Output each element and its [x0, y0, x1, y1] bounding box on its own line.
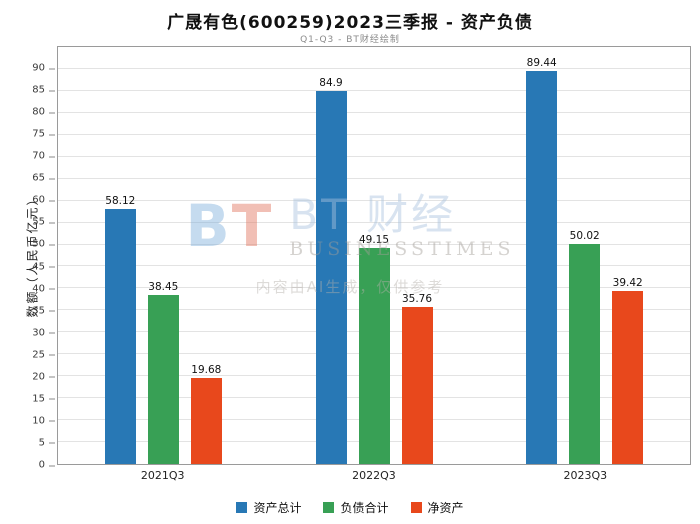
x-axis-label: 2022Q3 [352, 469, 396, 482]
bar-value-label: 89.44 [526, 57, 557, 70]
legend-label: 负债合计 [340, 501, 389, 515]
bar-wrap: 49.15 [358, 47, 390, 464]
bar-净资产 [612, 290, 644, 464]
y-tick-label: 40 [32, 283, 55, 295]
y-tick-label: 25 [32, 349, 55, 361]
gridline [58, 155, 690, 157]
bar-资产总计 [315, 91, 347, 464]
gridline [58, 133, 690, 135]
y-tick-label: 35 [32, 305, 55, 317]
bar-value-label: 50.02 [569, 230, 600, 243]
bar-资产总计 [526, 71, 558, 464]
gridline [58, 111, 690, 113]
chart-subtitle: Q1-Q3 - BT财经绘制 [300, 35, 400, 45]
bar-负债合计 [147, 295, 179, 464]
gridline [58, 221, 690, 223]
y-tick-label: 75 [32, 128, 55, 140]
bar-wrap: 58.12 [104, 47, 136, 464]
y-tick-label: 90 [32, 62, 55, 74]
bar-净资产 [401, 307, 433, 464]
legend-label: 资产总计 [253, 501, 302, 515]
bar-wrap: 19.68 [190, 47, 222, 464]
legend: 资产总计 负债合计 净资产 [0, 499, 700, 516]
bar-group: 84.9 49.15 35.76 [269, 47, 480, 464]
x-axis-labels: 2021Q3 2022Q3 2023Q3 [57, 469, 691, 482]
gridline [58, 67, 690, 69]
bar-groups: 58.12 38.45 19.68 84.9 49.15 35.76 89.44 50.02 3… [58, 47, 690, 464]
gridline [58, 243, 690, 245]
y-tick-label: 55 [32, 216, 55, 228]
legend-swatch-icon [323, 502, 335, 513]
legend-item: 负债合计 [323, 499, 389, 516]
legend-item: 资产总计 [236, 499, 301, 516]
x-axis-label: 2021Q3 [140, 469, 185, 482]
y-tick-label: 10 [32, 415, 55, 427]
plot-area: 58.12 38.45 19.68 84.9 49.15 35.76 89.44 50.02 3… [57, 46, 691, 465]
y-tick-label: 0 [38, 459, 57, 471]
bar-value-label: 35.76 [401, 293, 433, 306]
y-tick-label: 85 [32, 84, 55, 96]
gridline [58, 199, 690, 201]
bar-wrap: 84.9 [315, 47, 347, 464]
y-tick-label: 70 [32, 150, 55, 162]
bar-value-label: 19.68 [191, 363, 222, 376]
bar-group: 89.44 50.02 39.42 [479, 47, 690, 464]
bar-净资产 [190, 377, 222, 464]
bar-value-label: 49.15 [358, 234, 390, 247]
bar-wrap: 39.42 [612, 47, 644, 464]
gridline [58, 177, 690, 179]
bar-负债合计 [358, 248, 390, 464]
bar-wrap: 50.02 [569, 47, 601, 464]
y-tick-label: 20 [32, 371, 55, 383]
legend-item: 净资产 [410, 499, 464, 516]
bar-负债合计 [569, 244, 601, 464]
bar-资产总计 [104, 208, 136, 464]
bar-value-label: 38.45 [148, 281, 179, 294]
bar-wrap: 89.44 [526, 47, 558, 464]
y-axis-ticks: 0 5 10 15 20 25 30 35 40 45 50 55 60 65 70 75 80 85 90 [0, 46, 57, 471]
bar-group: 58.12 38.45 19.68 [58, 47, 269, 464]
legend-swatch-icon [236, 502, 248, 513]
y-tick-label: 30 [32, 327, 55, 339]
bar-wrap: 35.76 [401, 47, 433, 464]
gridline [58, 89, 690, 91]
y-tick-label: 80 [32, 106, 55, 118]
bar-value-label: 84.9 [319, 77, 343, 90]
bar-wrap: 38.45 [147, 47, 179, 464]
y-tick-label: 50 [32, 238, 55, 250]
x-axis-label: 2023Q3 [563, 469, 608, 482]
bar-value-label: 39.42 [612, 276, 643, 289]
chart-title: 广晟有色(600259)2023三季报 - 资产负债 [167, 13, 533, 33]
bar-value-label: 58.12 [105, 194, 136, 207]
legend-label: 净资产 [427, 501, 464, 515]
legend-swatch-icon [410, 502, 422, 513]
y-tick-label: 65 [32, 172, 55, 184]
y-tick-label: 5 [38, 437, 57, 449]
y-tick-label: 15 [32, 393, 55, 405]
y-tick-label: 60 [32, 194, 55, 206]
y-tick-label: 45 [32, 261, 55, 273]
